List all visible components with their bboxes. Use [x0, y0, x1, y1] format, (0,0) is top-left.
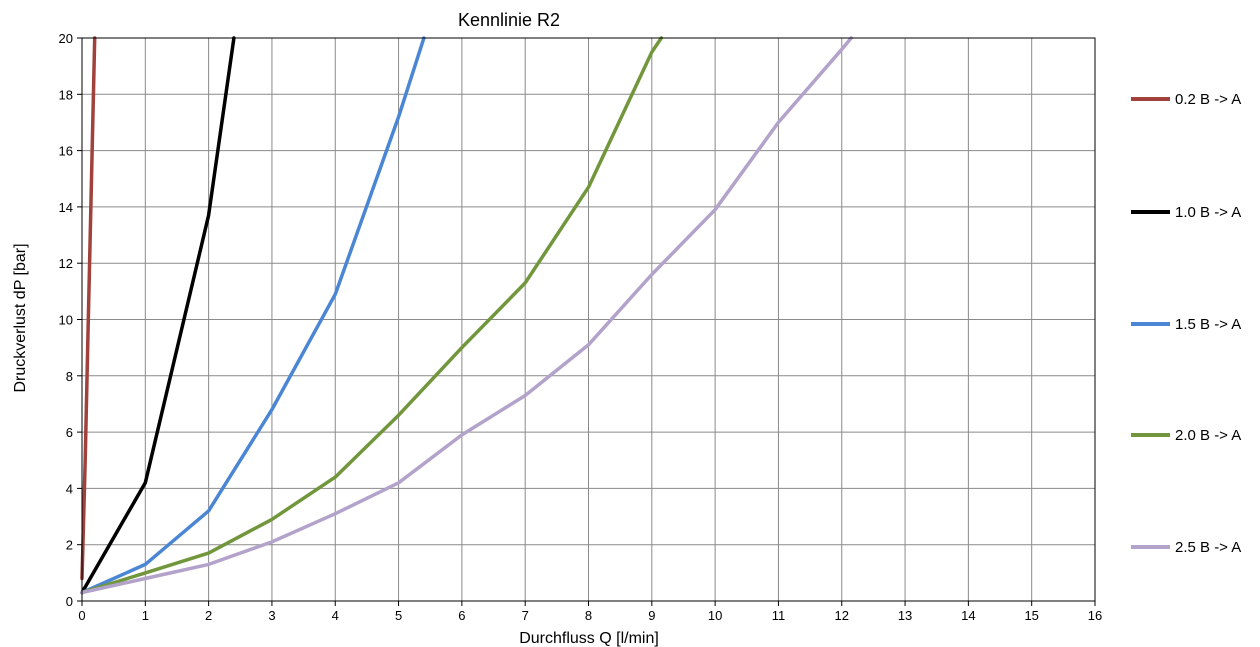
- y-tick-label-10: 20: [59, 31, 73, 46]
- x-tick-label-15: 15: [1024, 608, 1038, 623]
- y-tick-label-6: 12: [59, 256, 73, 271]
- y-tick-label-8: 16: [59, 144, 73, 159]
- y-tick-label-2: 4: [66, 481, 73, 496]
- grid: [82, 38, 1095, 601]
- y-tick-label-1: 2: [66, 538, 73, 553]
- y-axis-title: Druckverlust dP [bar]: [12, 243, 29, 392]
- y-tick-label-0: 0: [66, 594, 73, 609]
- y-tick-label-3: 6: [66, 425, 73, 440]
- series-line-3: [80, 36, 664, 595]
- x-axis-title: Durchfluss Q [l/min]: [519, 630, 659, 647]
- x-tick-label-10: 10: [708, 608, 722, 623]
- series-line-2: [80, 36, 426, 595]
- y-tick-label-9: 18: [59, 87, 73, 102]
- y-axis: 0 2 4 6 8 10 12 14 16 18 20: [59, 31, 82, 609]
- series-line-4: [80, 36, 853, 595]
- legend-label-0: 0.2 B -> A: [1175, 91, 1241, 108]
- x-tick-label-16: 16: [1088, 608, 1102, 623]
- legend-label-4: 2.5 B -> A: [1175, 539, 1241, 556]
- x-tick-label-12: 12: [835, 608, 849, 623]
- x-tick-label-3: 3: [268, 608, 275, 623]
- x-tick-label-2: 2: [205, 608, 212, 623]
- x-axis: 0 1 2 3 4 5 6 7 8 9 10 11 12 13 14 15 16: [78, 601, 1102, 623]
- y-tick-label-4: 8: [66, 369, 73, 384]
- series-line-1: [80, 36, 236, 595]
- legend-label-2: 1.5 B -> A: [1175, 316, 1241, 333]
- x-tick-label-4: 4: [332, 608, 339, 623]
- legend: 0.2 B -> A 1.0 B -> A 1.5 B -> A 2.0 B -> A…: [1131, 91, 1241, 556]
- x-tick-label-1: 1: [142, 608, 149, 623]
- x-tick-label-5: 5: [395, 608, 402, 623]
- x-tick-label-9: 9: [648, 608, 655, 623]
- x-tick-label-14: 14: [961, 608, 975, 623]
- x-tick-label-0: 0: [78, 608, 85, 623]
- x-tick-label-7: 7: [522, 608, 529, 623]
- legend-label-1: 1.0 B -> A: [1175, 204, 1241, 221]
- chart-title: Kennlinie R2: [458, 10, 560, 30]
- x-tick-label-11: 11: [772, 608, 786, 623]
- x-tick-label-6: 6: [458, 608, 465, 623]
- x-tick-label-8: 8: [585, 608, 592, 623]
- x-tick-label-13: 13: [898, 608, 912, 623]
- series-line-0: [80, 36, 97, 581]
- series-lines: [80, 36, 853, 595]
- y-tick-label-7: 14: [59, 200, 73, 215]
- legend-label-3: 2.0 B -> A: [1175, 427, 1241, 444]
- y-tick-label-5: 10: [59, 313, 73, 328]
